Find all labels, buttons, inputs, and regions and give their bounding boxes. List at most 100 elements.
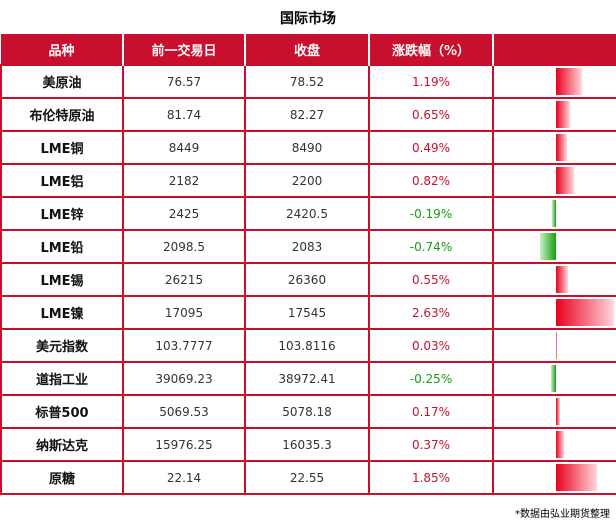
row-change-bar-cell	[492, 64, 616, 99]
header-bar	[493, 34, 616, 65]
row-prev-close: 15976.25	[122, 427, 246, 462]
header-change-pct: 涨跌幅（%）	[369, 34, 494, 65]
row-change-bar-cell	[492, 130, 616, 165]
row-change-pct: 0.65%	[368, 97, 494, 132]
row-prev-close: 2098.5	[122, 229, 246, 264]
row-close: 2420.5	[244, 196, 370, 231]
change-bar	[539, 233, 556, 260]
row-close: 22.55	[244, 460, 370, 495]
row-name: LME镍	[0, 295, 124, 330]
row-name: 美原油	[0, 64, 124, 99]
row-prev-close: 17095	[122, 295, 246, 330]
row-name: 标普500	[0, 394, 124, 429]
row-name: 纳斯达克	[0, 427, 124, 462]
change-bar	[556, 464, 597, 491]
row-change-bar-cell	[492, 361, 616, 396]
row-name: LME铝	[0, 163, 124, 198]
row-change-bar-cell	[492, 394, 616, 429]
change-bar	[556, 101, 571, 128]
row-prev-close: 81.74	[122, 97, 246, 132]
table-row: 美原油 76.57 78.52 1.19%	[0, 64, 616, 99]
table-row: 道指工业 39069.23 38972.41 -0.25%	[0, 361, 616, 396]
row-change-pct: 1.85%	[368, 460, 494, 495]
change-bar	[551, 200, 556, 227]
row-close: 16035.3	[244, 427, 370, 462]
row-close: 2083	[244, 229, 370, 264]
row-name: LME锌	[0, 196, 124, 231]
row-close: 103.8116	[244, 328, 370, 363]
change-bar	[556, 398, 560, 425]
row-change-bar-cell	[492, 427, 616, 462]
change-bar	[550, 365, 556, 392]
change-bar	[556, 332, 557, 359]
row-change-pct: 0.37%	[368, 427, 494, 462]
row-change-bar-cell	[492, 229, 616, 264]
row-prev-close: 2182	[122, 163, 246, 198]
change-bar	[556, 68, 583, 95]
table-row: LME铜 8449 8490 0.49%	[0, 130, 616, 165]
table-row: 标普500 5069.53 5078.18 0.17%	[0, 394, 616, 429]
row-prev-close: 26215	[122, 262, 246, 297]
header-prev-close: 前一交易日	[123, 34, 246, 65]
row-change-bar-cell	[492, 97, 616, 132]
change-bar	[556, 167, 575, 194]
row-prev-close: 5069.53	[122, 394, 246, 429]
row-change-bar-cell	[492, 196, 616, 231]
row-prev-close: 22.14	[122, 460, 246, 495]
row-close: 38972.41	[244, 361, 370, 396]
table-row: 美元指数 103.7777 103.8116 0.03%	[0, 328, 616, 363]
table-row: LME铝 2182 2200 0.82%	[0, 163, 616, 198]
row-change-bar-cell	[492, 262, 616, 297]
header-close: 收盘	[245, 34, 370, 65]
row-change-pct: -0.74%	[368, 229, 494, 264]
table-row: LME铅 2098.5 2083 -0.74%	[0, 229, 616, 264]
row-change-pct: 0.17%	[368, 394, 494, 429]
page-title: 国际市场	[280, 11, 336, 27]
row-close: 2200	[244, 163, 370, 198]
change-bar	[556, 266, 569, 293]
source-note: *数据由弘业期货整理	[515, 509, 610, 520]
header-variety: 品种	[1, 34, 124, 65]
row-change-pct: 0.03%	[368, 328, 494, 363]
row-change-pct: 0.82%	[368, 163, 494, 198]
row-prev-close: 2425	[122, 196, 246, 231]
table-row: 原糖 22.14 22.55 1.85%	[0, 460, 616, 495]
row-change-pct: 1.19%	[368, 64, 494, 99]
row-close: 26360	[244, 262, 370, 297]
market-table: 品种 前一交易日 收盘 涨跌幅（%） 美原油 76.57 78.52 1.19% 布伦特…	[0, 34, 616, 495]
change-bar	[556, 134, 567, 161]
row-name: LME锡	[0, 262, 124, 297]
row-close: 5078.18	[244, 394, 370, 429]
row-change-pct: -0.19%	[368, 196, 494, 231]
change-bar	[556, 299, 614, 326]
row-change-pct: 0.55%	[368, 262, 494, 297]
table-row: 纳斯达克 15976.25 16035.3 0.37%	[0, 427, 616, 462]
row-name: 道指工业	[0, 361, 124, 396]
row-change-bar-cell	[492, 328, 616, 363]
table-header-row: 品种 前一交易日 收盘 涨跌幅（%）	[1, 34, 616, 65]
row-change-pct: 0.49%	[368, 130, 494, 165]
row-name: 原糖	[0, 460, 124, 495]
row-close: 82.27	[244, 97, 370, 132]
row-prev-close: 39069.23	[122, 361, 246, 396]
row-prev-close: 76.57	[122, 64, 246, 99]
row-change-bar-cell	[492, 295, 616, 330]
row-change-bar-cell	[492, 460, 616, 495]
row-change-pct: 2.63%	[368, 295, 494, 330]
row-name: LME铜	[0, 130, 124, 165]
change-bar	[556, 431, 565, 458]
table-row: LME锌 2425 2420.5 -0.19%	[0, 196, 616, 231]
row-name: LME铅	[0, 229, 124, 264]
row-prev-close: 8449	[122, 130, 246, 165]
row-change-bar-cell	[492, 163, 616, 198]
table-row: LME镍 17095 17545 2.63%	[0, 295, 616, 330]
row-name: 布伦特原油	[0, 97, 124, 132]
table-row: 布伦特原油 81.74 82.27 0.65%	[0, 97, 616, 132]
row-prev-close: 103.7777	[122, 328, 246, 363]
row-close: 17545	[244, 295, 370, 330]
row-close: 78.52	[244, 64, 370, 99]
row-close: 8490	[244, 130, 370, 165]
row-name: 美元指数	[0, 328, 124, 363]
row-change-pct: -0.25%	[368, 361, 494, 396]
table-row: LME锡 26215 26360 0.55%	[0, 262, 616, 297]
